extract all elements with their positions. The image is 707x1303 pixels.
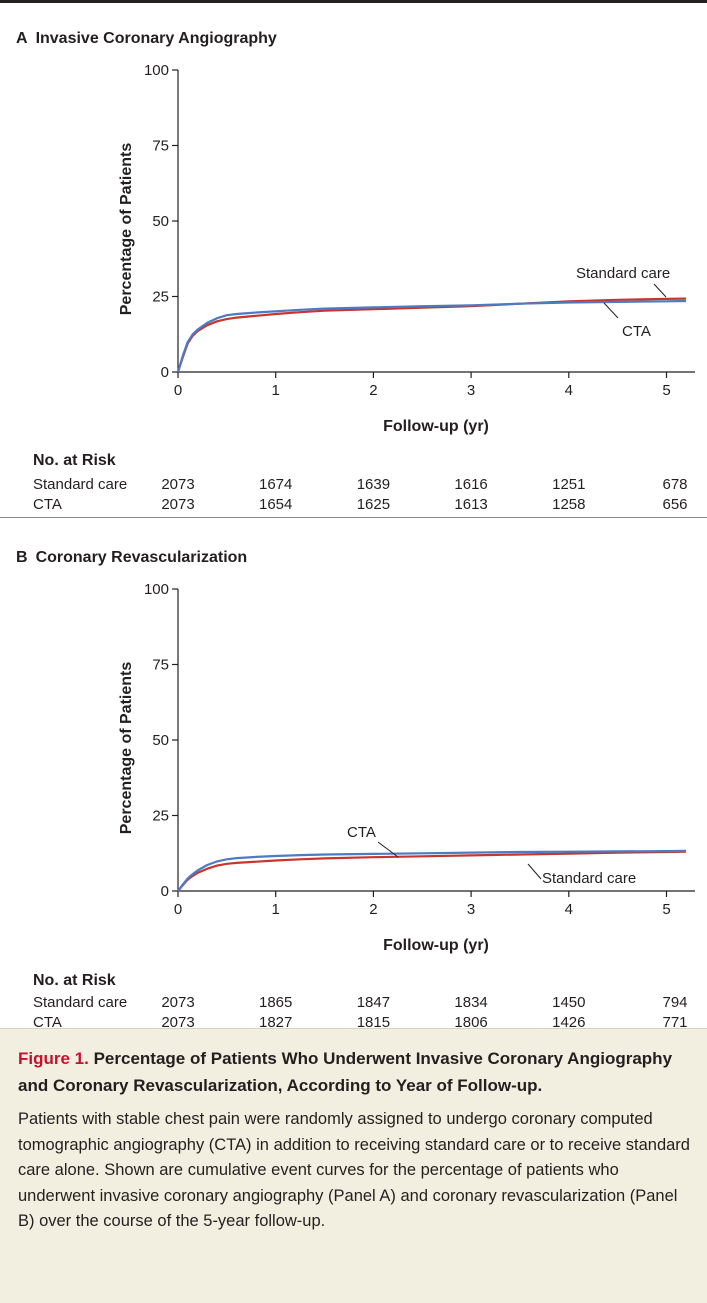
- risk-value: 1806: [454, 1014, 488, 1031]
- risk-value: 2073: [161, 496, 195, 513]
- risk-value: 794: [662, 994, 688, 1011]
- risk-value: 1450: [552, 994, 586, 1011]
- y-tick-label: 75: [152, 657, 169, 674]
- risk-value: 1616: [454, 476, 488, 493]
- risk-value: 1847: [356, 994, 391, 1011]
- panel-b-chart: 0 25 50 75 100 0 1 2 3 4 5 Follow-up (yr) Percentage…: [118, 581, 695, 954]
- curve-label-leader: [653, 283, 667, 298]
- y-tick-label: 25: [152, 808, 169, 825]
- risk-value: 1613: [454, 496, 488, 513]
- risk-value: 1815: [356, 1014, 391, 1031]
- risk-value: 1426: [552, 1014, 586, 1031]
- curve-label-leader: [527, 863, 542, 880]
- panel-a-chart: 0 25 50 75 100 0 1 2 3 4 5 Follow-up (yr) Percentage…: [118, 62, 695, 435]
- y-axis-label: Percentage of Patients: [118, 662, 135, 835]
- y-tick-label: 75: [152, 138, 169, 155]
- risk-header: No. at Risk: [33, 452, 116, 469]
- y-tick-label: 50: [152, 732, 169, 749]
- x-tick-label: 2: [369, 382, 377, 399]
- risk-value: 1251: [552, 476, 586, 493]
- curve-label: Standard care: [542, 870, 636, 887]
- risk-value: 1639: [356, 476, 391, 493]
- risk-value: 1625: [356, 496, 391, 513]
- risk-row-label: Standard care: [33, 476, 128, 493]
- caption-body: Patients with stable chest pain were ran…: [18, 1110, 690, 1230]
- curve-label-leader: [603, 302, 619, 319]
- series-line-standard-care: [177, 850, 687, 892]
- risk-value: 2073: [161, 1014, 195, 1031]
- risk-row-label: CTA: [33, 496, 62, 513]
- risk-value: 1674: [259, 476, 293, 493]
- x-tick-label: 3: [467, 901, 475, 918]
- x-tick-label: 0: [174, 382, 182, 399]
- top-rule: [0, 0, 707, 3]
- risk-value: 1827: [259, 1014, 293, 1031]
- risk-value: 1865: [259, 994, 293, 1011]
- y-tick-label: 0: [161, 883, 169, 900]
- series-line-cta: [177, 849, 687, 892]
- panel-a-letter: A: [16, 30, 28, 47]
- risk-value: 1654: [259, 496, 293, 513]
- caption-title-text: Percentage of Patients Who Underwent Inv…: [18, 1049, 673, 1095]
- y-tick-label: 50: [152, 213, 169, 230]
- x-tick-label: 1: [272, 382, 280, 399]
- y-tick-label: 100: [144, 62, 169, 79]
- x-tick-label: 4: [565, 901, 573, 918]
- figure-caption: Figure 1. Percentage of Patients Who Und…: [0, 1028, 707, 1303]
- x-axis-label: Follow-up (yr): [383, 937, 489, 954]
- x-tick-label: 3: [467, 382, 475, 399]
- risk-value: 678: [662, 476, 688, 493]
- curve-label: Standard care: [576, 265, 670, 282]
- panel-a-title: A Invasive Coronary Angiography: [16, 30, 277, 48]
- panel-b-title: B Coronary Revascularization: [16, 549, 247, 567]
- curve-label-leader: [377, 841, 399, 858]
- plot-area: 0 25 50 75 100 0 1 2 3 4 5 Follow-up (yr) Percentage…: [118, 62, 695, 435]
- x-tick-label: 5: [662, 382, 670, 399]
- panel-b-title-text: Coronary Revascularization: [35, 549, 248, 566]
- risk-row-label: Standard care: [33, 994, 128, 1011]
- risk-value: 656: [662, 496, 688, 513]
- figure-label: Figure 1.: [18, 1049, 89, 1068]
- curve-label: CTA: [622, 323, 651, 340]
- y-axis-label: Percentage of Patients: [118, 143, 135, 316]
- y-tick-label: 0: [161, 364, 169, 381]
- panel-divider: [0, 517, 707, 518]
- panel-a-title-text: Invasive Coronary Angiography: [35, 30, 277, 47]
- risk-value: 1834: [454, 994, 488, 1011]
- curve-label: CTA: [347, 824, 376, 841]
- caption-title: Figure 1. Percentage of Patients Who Und…: [18, 1045, 698, 1099]
- x-axis-label: Follow-up (yr): [383, 418, 489, 435]
- plot-area: 0 25 50 75 100 0 1 2 3 4 5 Follow-up (yr) Percentage…: [118, 581, 695, 954]
- y-tick-label: 25: [152, 289, 169, 306]
- panel-b-letter: B: [16, 549, 28, 566]
- risk-value: 2073: [161, 994, 195, 1011]
- risk-value: 2073: [161, 476, 195, 493]
- series-line-cta: [176, 299, 687, 373]
- risk-value: 771: [662, 1014, 688, 1031]
- risk-header: No. at Risk: [33, 972, 116, 989]
- risk-value: 1258: [552, 496, 586, 513]
- x-tick-label: 4: [565, 382, 573, 399]
- x-tick-label: 2: [369, 901, 377, 918]
- risk-row-label: CTA: [33, 1014, 62, 1031]
- x-tick-label: 5: [662, 901, 670, 918]
- x-tick-label: 0: [174, 901, 182, 918]
- x-tick-label: 1: [272, 901, 280, 918]
- y-tick-label: 100: [144, 581, 169, 598]
